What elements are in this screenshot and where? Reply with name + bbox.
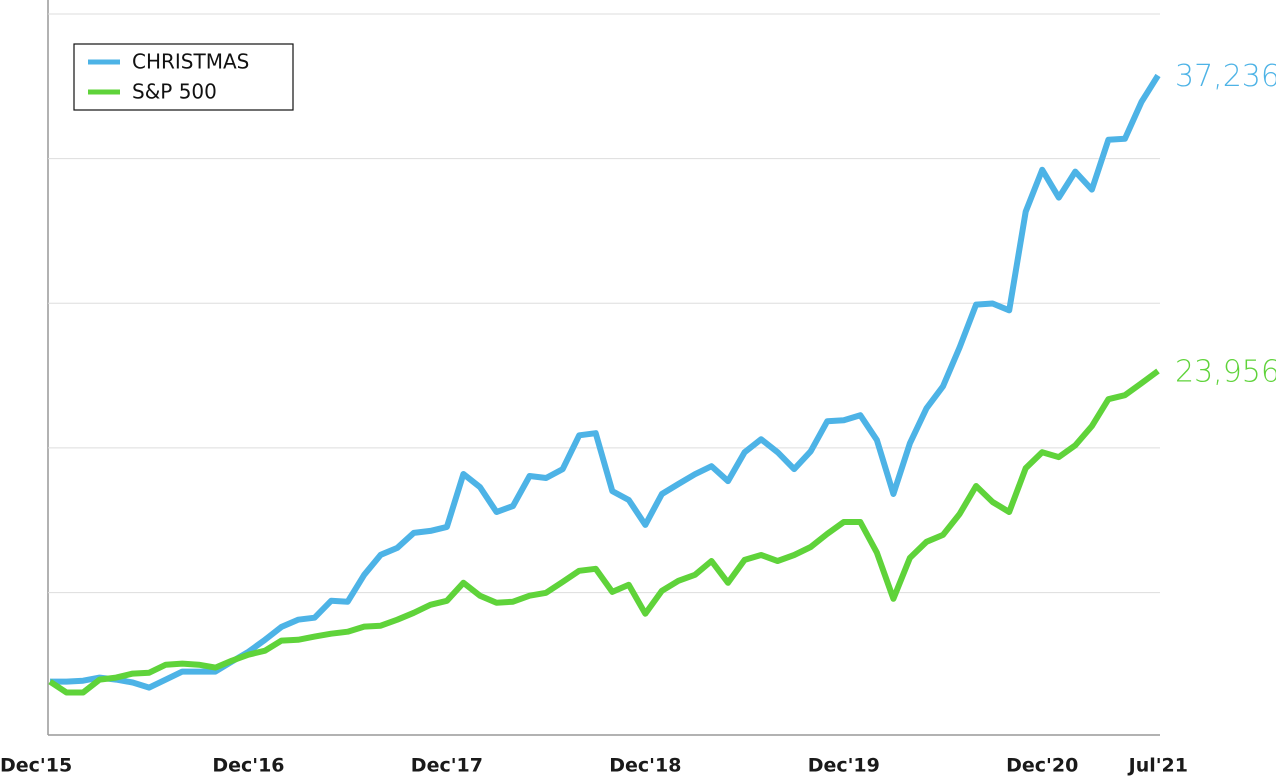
x-tick-label: Dec'20 — [1006, 755, 1078, 777]
end-value-label: 37,236 — [1175, 59, 1276, 94]
end-value-label: 23,956 — [1175, 355, 1276, 390]
legend-label: S&P 500 — [132, 80, 217, 104]
data-line — [48, 368, 1160, 696]
x-tick-label: Dec'15 — [0, 755, 72, 777]
x-tick-label: Dec'19 — [808, 755, 880, 777]
x-tick-label: Dec'16 — [212, 755, 284, 777]
x-tick-label: Dec'18 — [609, 755, 681, 777]
legend-label: CHRISTMAS — [132, 50, 249, 74]
x-tick-label: Dec'17 — [411, 755, 483, 777]
x-tick-label: Jul'21 — [1127, 755, 1188, 777]
legend-box — [73, 43, 294, 111]
data-line — [50, 73, 1161, 691]
